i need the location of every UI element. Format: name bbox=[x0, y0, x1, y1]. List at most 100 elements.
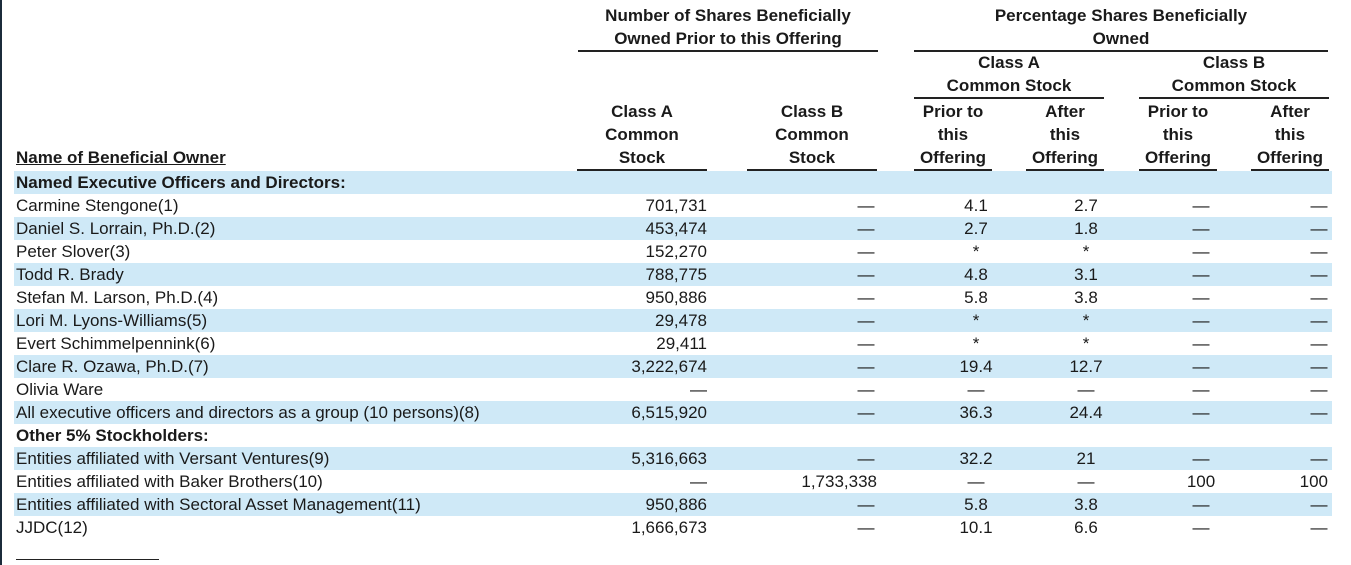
cell-a: 453,474 bbox=[645, 219, 707, 238]
rule bbox=[577, 169, 707, 171]
cell-ap: — bbox=[967, 472, 985, 491]
cell-bp: — bbox=[1192, 403, 1210, 422]
left-border bbox=[0, 0, 2, 565]
header-line: Common Stock bbox=[946, 76, 1072, 95]
header-line: Owned bbox=[1092, 29, 1150, 48]
header-line: Prior to bbox=[922, 102, 984, 121]
owner-name: Entities affiliated with Versant Venture… bbox=[16, 449, 330, 468]
cell-b: — bbox=[857, 449, 875, 468]
header-line: Stock bbox=[788, 148, 836, 167]
cell-aa: 3.8 bbox=[1074, 288, 1098, 307]
section-heading: Other 5% Stockholders: bbox=[16, 426, 209, 445]
header-line: Prior to bbox=[1147, 102, 1209, 121]
cell-bp: — bbox=[1192, 518, 1210, 537]
cell-bp: — bbox=[1192, 219, 1210, 238]
cell-aa: 6.6 bbox=[1074, 518, 1098, 537]
rule bbox=[1139, 97, 1329, 99]
cell-b: — bbox=[857, 242, 875, 261]
cell-bp: — bbox=[1192, 380, 1210, 399]
header-line: Offering bbox=[1144, 148, 1212, 167]
cell-aa: 2.7 bbox=[1074, 196, 1098, 215]
header-line: Class A bbox=[611, 102, 673, 121]
cell-ap: 36.3 bbox=[959, 403, 993, 422]
cell-aa: 21 bbox=[1076, 449, 1096, 468]
cell-b: — bbox=[857, 495, 875, 514]
cell-ap: 5.8 bbox=[964, 495, 988, 514]
rule bbox=[914, 50, 1328, 52]
cell-aa: 3.8 bbox=[1074, 495, 1098, 514]
cell-a: 152,270 bbox=[645, 242, 707, 261]
rule bbox=[1026, 169, 1104, 171]
rule bbox=[578, 50, 878, 52]
header-line: Offering bbox=[1256, 148, 1324, 167]
cell-b: — bbox=[857, 357, 875, 376]
cell-ba: — bbox=[1310, 495, 1328, 514]
cell-a: 950,886 bbox=[645, 495, 707, 514]
pct-class-a-header: Class A Common Stock bbox=[914, 51, 1104, 97]
cell-b: — bbox=[857, 265, 875, 284]
cell-bp: — bbox=[1192, 311, 1210, 330]
header-line: Class B bbox=[780, 102, 844, 121]
cell-ap: 5.8 bbox=[964, 288, 988, 307]
cell-b: — bbox=[857, 334, 875, 353]
row-shading bbox=[14, 447, 1332, 470]
cell-ap: 2.7 bbox=[964, 219, 988, 238]
cell-ap: 4.1 bbox=[964, 196, 988, 215]
cell-a: — bbox=[690, 380, 707, 399]
cell-aa: — bbox=[1077, 380, 1095, 399]
owner-name: Carmine Stengone(1) bbox=[16, 196, 179, 215]
cell-ba: — bbox=[1310, 196, 1328, 215]
header-line: Common bbox=[605, 125, 679, 144]
cell-b: — bbox=[857, 196, 875, 215]
cell-a: — bbox=[690, 472, 707, 491]
cell-bp: — bbox=[1192, 357, 1210, 376]
cell-ba: — bbox=[1310, 242, 1328, 261]
cell-bp: — bbox=[1192, 196, 1210, 215]
class-a-prior-header: Prior to this Offering bbox=[914, 100, 992, 169]
class-a-after-header: After this Offering bbox=[1026, 100, 1104, 169]
cell-aa: * bbox=[1082, 311, 1090, 330]
header-line: Common Stock bbox=[1171, 76, 1297, 95]
row-shading bbox=[14, 401, 1332, 424]
cell-a: 5,316,663 bbox=[631, 449, 707, 468]
cell-aa: 24.4 bbox=[1069, 403, 1103, 422]
cell-ap: 4.8 bbox=[964, 265, 988, 284]
cell-b: — bbox=[857, 288, 875, 307]
owner-name: Stefan M. Larson, Ph.D.(4) bbox=[16, 288, 219, 307]
section-heading: Named Executive Officers and Directors: bbox=[16, 173, 346, 192]
header-line: Common bbox=[775, 125, 849, 144]
cell-aa: * bbox=[1082, 242, 1090, 261]
cell-a: 701,731 bbox=[645, 196, 707, 215]
class-b-column-header: Class B Common Stock bbox=[747, 100, 877, 169]
cell-ap: * bbox=[972, 242, 980, 261]
cell-a: 29,478 bbox=[655, 311, 707, 330]
cell-bp: — bbox=[1192, 495, 1210, 514]
cell-bp: 100 bbox=[1186, 472, 1216, 491]
cell-b: — bbox=[857, 403, 875, 422]
header-line: After bbox=[1045, 102, 1085, 121]
header-line: this bbox=[1162, 125, 1194, 144]
header-line: Percentage Shares Beneficially bbox=[994, 6, 1248, 25]
cell-a: 29,411 bbox=[656, 334, 707, 353]
class-b-after-header: After this Offering bbox=[1251, 100, 1329, 169]
cell-ba: — bbox=[1310, 265, 1328, 284]
rule bbox=[914, 169, 992, 171]
cell-aa: * bbox=[1082, 334, 1090, 353]
cell-ap: 32.2 bbox=[959, 449, 993, 468]
cell-ap: 19.4 bbox=[959, 357, 993, 376]
cell-aa: 3.1 bbox=[1074, 265, 1098, 284]
cell-ap: — bbox=[967, 380, 985, 399]
owner-name: Evert Schimmelpennink(6) bbox=[16, 334, 216, 353]
cell-aa: 12.7 bbox=[1069, 357, 1103, 376]
cell-b: — bbox=[857, 380, 875, 399]
cell-ba: — bbox=[1310, 518, 1328, 537]
row-shading bbox=[14, 217, 1332, 240]
cell-b: — bbox=[857, 518, 875, 537]
cell-bp: — bbox=[1192, 265, 1210, 284]
cell-ba: 100 bbox=[1299, 472, 1328, 491]
cell-ba: — bbox=[1310, 403, 1328, 422]
cell-bp: — bbox=[1192, 242, 1210, 261]
pct-class-b-header: Class B Common Stock bbox=[1139, 51, 1329, 97]
row-shading bbox=[14, 263, 1332, 286]
